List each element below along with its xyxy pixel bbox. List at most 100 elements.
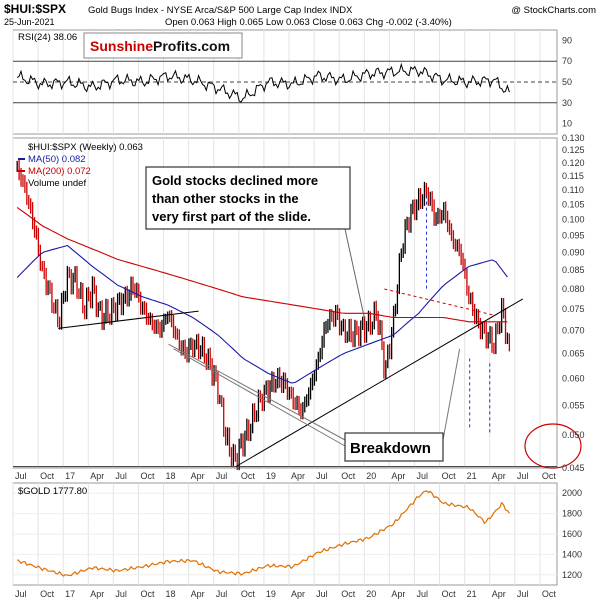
rsi-legend: RSI(24) 38.06	[18, 32, 77, 43]
breakdown-pointer-2	[173, 348, 346, 447]
gold-layer	[16, 490, 510, 577]
ohlc-readout: Open 0.063 High 0.065 Low 0.063 Close 0.…	[165, 17, 452, 28]
gold-x-tick-label: Apr	[90, 589, 104, 599]
rsi-layer	[13, 60, 557, 104]
chart-symbol: $HUI:$SPX	[4, 2, 66, 16]
brand-box	[83, 32, 243, 59]
x-tick-label: Jul	[15, 471, 27, 481]
price-tick-label: 0.065	[562, 349, 585, 359]
chart-description: Gold Bugs Index - NYSE Arca/S&P 500 Larg…	[88, 5, 353, 16]
gold-line	[16, 490, 510, 577]
price-tick-label: 0.045	[562, 463, 585, 473]
annotation-line-3: very first part of the slide.	[152, 209, 311, 224]
horizontal-resistance-line	[384, 288, 495, 316]
x-tick-label: Oct	[40, 471, 55, 481]
x-tick-label: 18	[166, 471, 176, 481]
annotation-box	[145, 166, 351, 230]
price-layer	[13, 160, 582, 471]
price-tick-label: 0.095	[562, 231, 585, 241]
brand-logo: SunshineProfits.com	[90, 38, 230, 54]
gold-x-tick-label: Oct	[40, 589, 55, 599]
x-tick-label: Jul	[115, 471, 127, 481]
gold-x-tick-label: Jul	[216, 589, 228, 599]
gold-x-tick-label: Jul	[15, 589, 27, 599]
gold-tick-label: 2000	[562, 488, 582, 498]
gold-x-tick-label: Oct	[241, 589, 256, 599]
highlight-circle	[524, 423, 582, 469]
price-tick-label: 0.070	[562, 326, 585, 336]
x-tick-label: Oct	[542, 471, 557, 481]
price-tick-label: 0.050	[562, 430, 585, 440]
annotation-slide-callout: Gold stocks declined more than other sto…	[145, 166, 351, 230]
x-tick-label: Apr	[492, 471, 506, 481]
breakdown-box	[344, 432, 444, 462]
price-tick-label: 0.080	[562, 284, 585, 294]
gold-x-tick-label: Oct	[442, 589, 457, 599]
x-tick-label: Apr	[191, 471, 205, 481]
gold-x-tick-label: Jul	[115, 589, 127, 599]
gold-x-tick-label: Jul	[517, 589, 529, 599]
price-tick-label: 0.090	[562, 247, 585, 257]
gold-tick-label: 1400	[562, 549, 582, 559]
legend-ma50: MA(50) 0.082	[28, 154, 86, 165]
rsi-tick-label: 90	[562, 35, 572, 45]
gold-x-tick-label: Oct	[542, 589, 557, 599]
gold-legend: $GOLD 1777.80	[18, 486, 87, 497]
x-tick-label: 20	[366, 471, 376, 481]
gold-x-tick-label: 17	[65, 589, 75, 599]
ma50-line	[16, 244, 508, 384]
gold-x-tick-label: 20	[366, 589, 376, 599]
gold-x-tick-label: Apr	[492, 589, 506, 599]
price-tick-label: 0.085	[562, 265, 585, 275]
legend-ma200: MA(200) 0.072	[28, 166, 91, 177]
brand-part2: Profits.com	[153, 38, 230, 54]
x-tick-label: Apr	[391, 471, 405, 481]
annotation-line-1: Gold stocks declined more	[152, 173, 318, 188]
axis-layer: Jul Oct 17 Apr Jul Oct 18 Apr Jul Oct 19 Apr Jul Oct 2…	[15, 35, 585, 599]
x-tick-label: Oct	[341, 471, 356, 481]
x-tick-label: Jul	[517, 471, 529, 481]
gold-x-tick-label: 21	[467, 589, 477, 599]
price-tick-label: 0.115	[562, 171, 584, 181]
gold-tick-label: 1200	[562, 570, 582, 580]
stockcharts-watermark: @ StockCharts.com	[511, 5, 596, 16]
breakdown-pointer-1	[168, 343, 346, 441]
gold-x-tick-label: Jul	[316, 589, 328, 599]
x-tick-label: Jul	[316, 471, 328, 481]
x-tick-label: Oct	[442, 471, 457, 481]
legend-price: $HUI:$SPX (Weekly) 0.063	[28, 142, 143, 153]
chart-date: 25-Jun-2021	[4, 17, 55, 27]
price-tick-label: 0.130	[562, 133, 585, 143]
x-tick-label: Jul	[216, 471, 228, 481]
rsi-tick-label: 30	[562, 98, 572, 108]
grid-layer	[12, 30, 557, 585]
price-tick-label: 0.105	[562, 199, 585, 209]
gold-x-tick-label: Oct	[341, 589, 356, 599]
x-tick-label: Apr	[90, 471, 104, 481]
annotation-line-2: than other stocks in the	[152, 191, 299, 206]
support-trendline-2017	[58, 310, 199, 329]
rsi-tick-label: 10	[562, 119, 572, 129]
gold-x-tick-label: Apr	[191, 589, 205, 599]
price-tick-label: 0.055	[562, 401, 585, 411]
price-tick-label: 0.120	[562, 158, 585, 168]
gold-x-tick-label: 19	[266, 589, 276, 599]
gold-x-tick-label: Oct	[140, 589, 155, 599]
x-tick-label: 17	[65, 471, 75, 481]
price-tick-label: 0.060	[562, 374, 585, 384]
price-legend: $HUI:$SPX (Weekly) 0.063 MA(50) 0.082 MA…	[18, 142, 143, 189]
price-tick-label: 0.125	[562, 145, 585, 155]
gold-x-tick-label: Apr	[391, 589, 405, 599]
gold-x-tick-label: 18	[166, 589, 176, 599]
gold-tick-label: 1800	[562, 509, 582, 519]
annotation-breakdown: Breakdown	[344, 432, 444, 462]
breakdown-label: Breakdown	[350, 440, 431, 457]
gold-tick-label: 1600	[562, 529, 582, 539]
x-tick-label: Oct	[241, 471, 256, 481]
legend-volume: Volume undef	[28, 178, 86, 189]
rising-support-trendline	[235, 298, 524, 468]
ma200-line	[16, 206, 508, 323]
rsi-line	[16, 62, 510, 103]
x-tick-label: Oct	[140, 471, 155, 481]
